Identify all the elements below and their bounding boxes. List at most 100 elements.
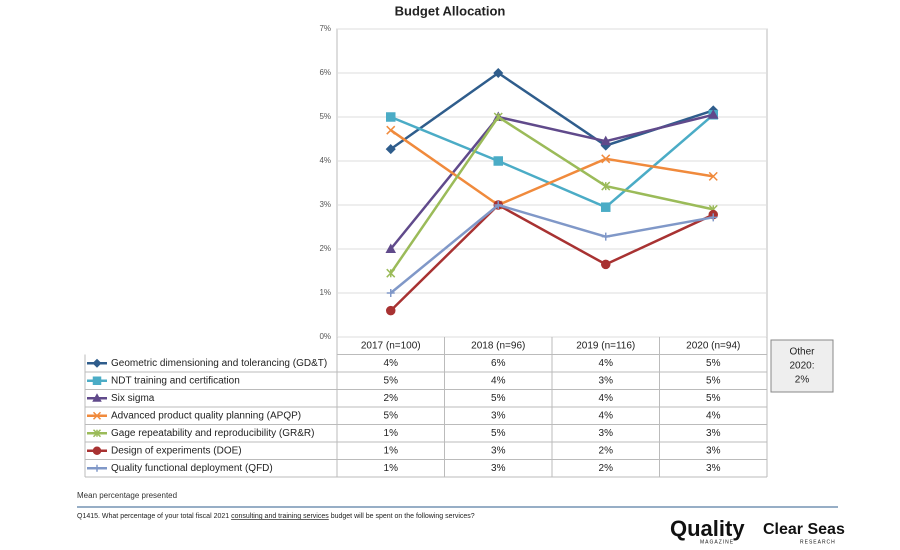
data-label: 1% [384,428,399,439]
legend-label: NDT training and certification [111,375,240,386]
marker-part [92,429,102,438]
data-label: 5% [384,410,399,421]
data-point [386,112,396,122]
series-line [389,203,714,294]
marker-part [601,154,611,164]
data-point [708,171,718,181]
question-part: budget will be spent on the following se… [329,513,475,520]
data-label: 4% [599,393,614,404]
series-line [390,129,714,207]
marker-part [92,411,102,420]
y-tick-label: 3% [319,200,331,209]
legend-marker [92,411,102,420]
legend-label: Advanced product quality planning (APQP) [111,410,301,421]
marker-part [386,125,396,135]
marker-part [386,289,395,297]
marker-part [601,232,610,241]
data-point [601,232,610,241]
y-tick-label: 0% [319,332,331,341]
data-label: 1% [384,463,399,474]
y-tick-label: 6% [319,68,331,77]
other-note: 2% [795,375,810,386]
data-point [709,213,718,222]
data-point [493,112,503,122]
marker-part [709,213,718,222]
footnote: Mean percentage presented [77,491,177,500]
marker-part [385,243,397,253]
data-point [600,135,612,146]
question: Q1415. What percentage of your total fis… [77,513,475,520]
data-label: 4% [599,358,614,369]
logo-quality-sub: MAGAZINE [700,539,734,545]
marker-part [493,112,503,122]
data-label: 5% [384,375,399,386]
y-tick-label: 1% [319,288,331,297]
data-point [601,181,611,191]
series-line [390,113,715,209]
data-label: 3% [491,410,506,421]
marker-part [92,393,102,402]
legend-marker [92,446,102,455]
chart-title: Budget Allocation [395,3,506,18]
data-label: 5% [706,375,721,386]
marker-part [92,358,102,368]
data-label: 5% [706,393,721,404]
data-point [386,125,396,135]
data-point [385,243,397,253]
legend-marker [92,393,102,402]
legend-label: Design of experiments (DOE) [111,445,242,456]
y-tick-label: 7% [319,24,331,33]
data-label: 4% [706,410,721,421]
data-point [386,289,395,297]
legend-label: Quality functional deployment (QFD) [111,463,273,474]
other-note: 2020: [789,361,814,372]
data-label: 5% [491,393,506,404]
marker-part [494,201,503,209]
marker-part [92,446,102,455]
data-label: 2% [384,393,399,404]
data-label: 6% [491,358,506,369]
data-point [385,144,396,155]
marker-part [707,109,719,119]
marker-part [93,464,101,472]
marker-part [386,112,396,122]
marker-part [493,156,503,166]
data-label: 1% [384,445,399,456]
logo-clear-seas-sub: RESEARCH [800,539,836,545]
marker-part [708,171,718,181]
marker-part [386,268,396,278]
x-tick-label: 2017 (n=100) [361,341,421,352]
other-box [770,339,834,393]
data-point [601,154,611,164]
data-label: 5% [491,428,506,439]
data-label: 5% [706,358,721,369]
data-label: 4% [491,375,506,386]
data-label: 3% [706,445,721,456]
other-note: Other [789,347,815,358]
data-point [493,67,504,79]
series-line [389,203,714,312]
data-label: 4% [599,410,614,421]
data-point [386,268,396,278]
marker-part [385,144,396,155]
data-label: 3% [706,428,721,439]
logo-quality: Quality [670,516,745,541]
legend-label: Gage repeatability and reproducibility (… [111,428,314,439]
marker-part [601,259,611,270]
marker-part [386,305,396,316]
legend-label: Six sigma [111,393,155,404]
y-tick-label: 2% [319,244,331,253]
data-label: 2% [599,463,614,474]
data-point [386,305,396,316]
legend-label: Geometric dimensioning and tolerancing (… [111,358,327,369]
series-line [389,113,714,250]
legend-marker [92,358,102,368]
legend-marker [92,376,102,385]
marker-part [92,376,102,385]
y-tick-label: 4% [319,156,331,165]
legend-marker [93,464,101,472]
series-line [389,115,714,274]
data-label: 3% [599,375,614,386]
data-point [707,109,719,119]
